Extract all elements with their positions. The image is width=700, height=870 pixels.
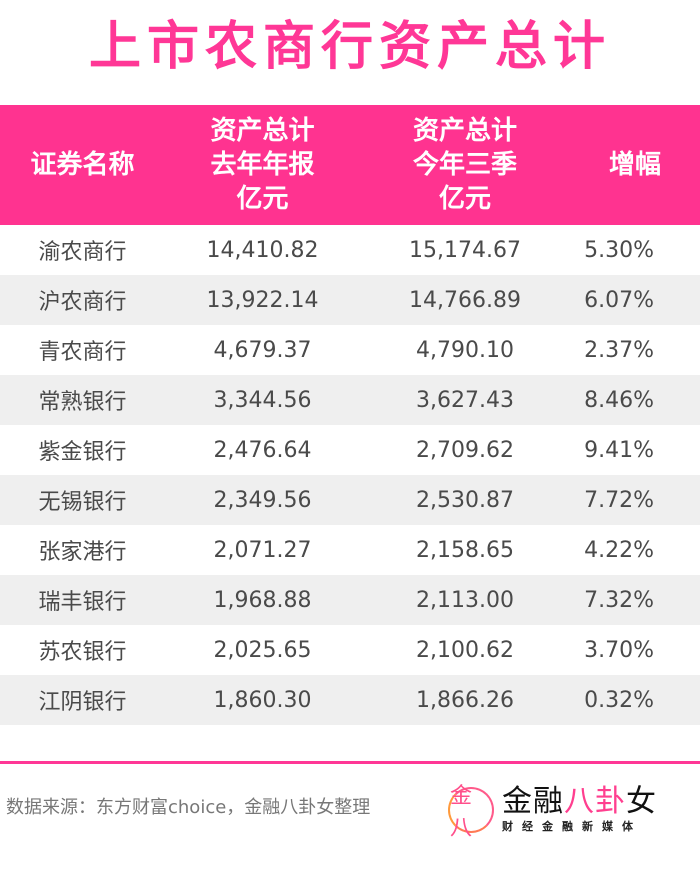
last-year-value: 2,476.64 xyxy=(213,437,312,463)
bank-name: 无锡银行 xyxy=(38,490,127,515)
logo-tagline: 财经金融新媒体 xyxy=(502,820,642,833)
last-year-value: 4,679.37 xyxy=(213,337,312,363)
table-row: 渝农商行 14,410.82 15,174.67 5.30% xyxy=(0,225,700,275)
q3-value: 1,866.26 xyxy=(416,687,514,713)
table-header: 证券名称 资产总计 去年年报 亿元 资产总计 今年三季 亿元 增幅 xyxy=(0,105,700,225)
logo-main-text: 金融八卦女 xyxy=(502,784,657,819)
table-row: 江阴银行 1,860.30 1,866.26 0.32% xyxy=(0,675,700,725)
last-year-value: 1,860.30 xyxy=(213,687,312,713)
footer-divider xyxy=(0,761,700,764)
table-row: 张家港行 2,071.27 2,158.65 4.22% xyxy=(0,525,700,575)
bank-name: 常熟银行 xyxy=(38,390,127,415)
last-year-value: 2,025.65 xyxy=(213,637,312,663)
growth-value: 7.72% xyxy=(584,487,654,513)
table-row: 紫金银行 2,476.64 2,709.62 9.41% xyxy=(0,425,700,475)
header-name: 证券名称 xyxy=(30,150,135,180)
q3-value: 4,790.10 xyxy=(416,337,514,363)
growth-value: 3.70% xyxy=(584,637,654,663)
last-year-value: 1,968.88 xyxy=(213,587,312,613)
header-q3: 资产总计 今年三季 亿元 xyxy=(412,116,517,214)
table-row: 瑞丰银行 1,968.88 2,113.00 7.32% xyxy=(0,575,700,625)
table-row: 沪农商行 13,922.14 14,766.89 6.07% xyxy=(0,275,700,325)
q3-value: 2,709.62 xyxy=(416,437,514,463)
growth-value: 6.07% xyxy=(584,287,654,313)
q3-value: 14,766.89 xyxy=(409,287,521,313)
header-growth: 增幅 xyxy=(608,150,661,180)
brand-logo: 金八 金融八卦女 财经金融新媒体 xyxy=(448,784,657,841)
growth-value: 7.32% xyxy=(584,587,654,613)
data-source-note: 数据来源：东方财富choice，金融八卦女整理 xyxy=(6,797,371,818)
q3-value: 2,530.87 xyxy=(416,487,514,513)
bank-name: 青农商行 xyxy=(38,340,127,365)
q3-value: 3,627.43 xyxy=(416,387,514,413)
last-year-value: 2,071.27 xyxy=(213,537,312,563)
header-last-year: 资产总计 去年年报 亿元 xyxy=(210,116,315,214)
page-title: 上市农商行资产总计 xyxy=(88,17,611,77)
growth-value: 4.22% xyxy=(584,537,654,563)
table-row: 无锡银行 2,349.56 2,530.87 7.72% xyxy=(0,475,700,525)
logo-circle-icon: 金八 xyxy=(448,784,494,841)
last-year-value: 3,344.56 xyxy=(213,387,312,413)
q3-value: 2,113.00 xyxy=(416,587,514,613)
growth-value: 8.46% xyxy=(584,387,654,413)
q3-value: 15,174.67 xyxy=(409,237,521,263)
growth-value: 2.37% xyxy=(584,337,654,363)
table-row: 青农商行 4,679.37 4,790.10 2.37% xyxy=(0,325,700,375)
bank-name: 苏农银行 xyxy=(38,640,127,665)
bank-name: 沪农商行 xyxy=(38,290,127,315)
growth-value: 5.30% xyxy=(584,237,654,263)
bank-name: 江阴银行 xyxy=(38,690,127,715)
growth-value: 0.32% xyxy=(584,687,654,713)
bank-name: 渝农商行 xyxy=(38,240,127,265)
q3-value: 2,158.65 xyxy=(416,537,514,563)
last-year-value: 2,349.56 xyxy=(213,487,312,513)
bank-name: 瑞丰银行 xyxy=(38,590,127,615)
q3-value: 2,100.62 xyxy=(416,637,514,663)
asset-table: 证券名称 资产总计 去年年报 亿元 资产总计 今年三季 亿元 增幅 渝农商行 1… xyxy=(0,105,700,725)
table-row: 常熟银行 3,344.56 3,627.43 8.46% xyxy=(0,375,700,425)
table-row: 苏农银行 2,025.65 2,100.62 3.70% xyxy=(0,625,700,675)
bank-name: 紫金银行 xyxy=(38,440,127,465)
last-year-value: 13,922.14 xyxy=(206,287,319,313)
bank-name: 张家港行 xyxy=(38,540,127,565)
last-year-value: 14,410.82 xyxy=(206,237,319,263)
logo-text: 金融八卦女 财经金融新媒体 xyxy=(502,785,657,835)
growth-value: 9.41% xyxy=(584,437,654,463)
